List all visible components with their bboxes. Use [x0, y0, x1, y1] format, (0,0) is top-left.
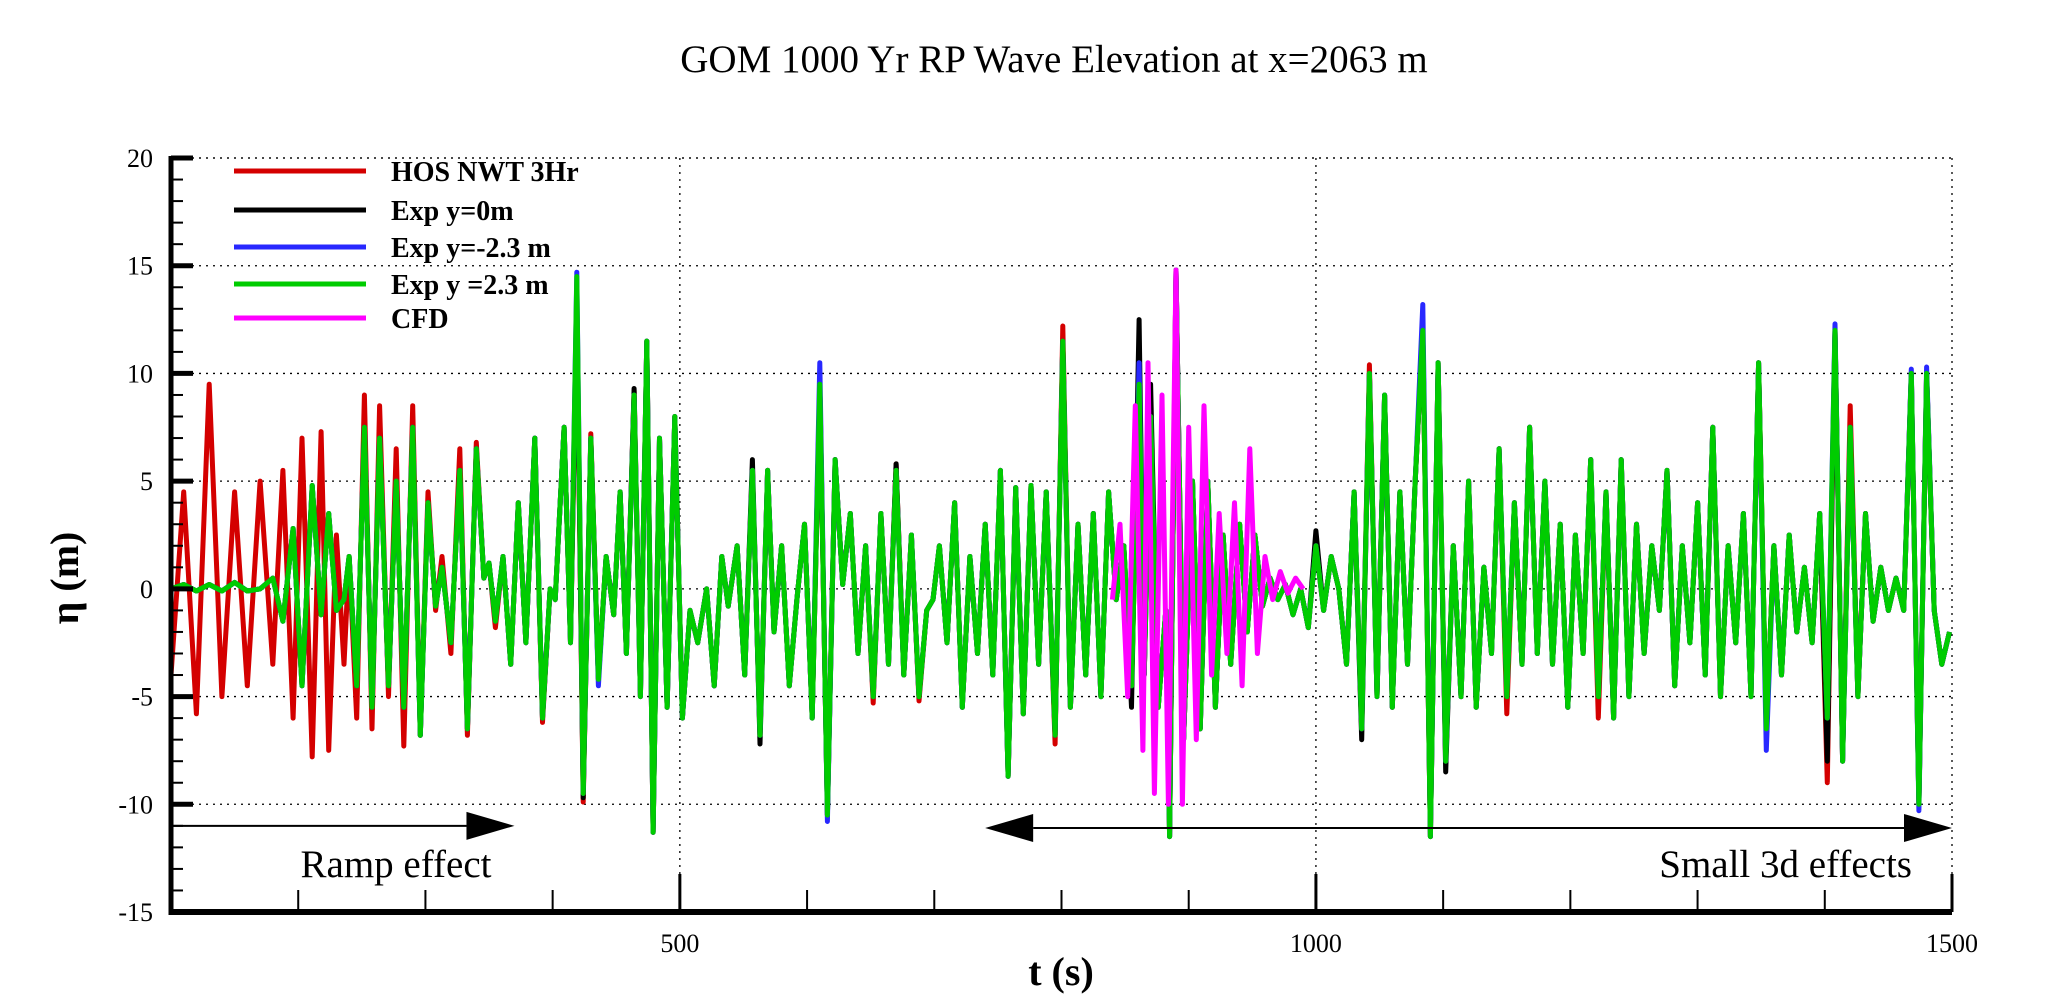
legend-label: Exp y=0m [391, 196, 514, 227]
arrowhead-right-icon [1904, 813, 1952, 842]
x-tick-label: 1000 [1290, 929, 1342, 958]
arrowhead-left-icon [985, 813, 1034, 842]
annotation-ramp-effect: Ramp effect [301, 843, 492, 886]
x-tick-label: 500 [660, 929, 699, 958]
legend-label: CFD [391, 304, 449, 335]
annotations: Ramp effect Small 3d effects [171, 811, 1952, 886]
y-tick-label: 0 [140, 575, 153, 604]
series-line-exp-y-2-3-m [171, 267, 1952, 840]
y-tick-label: -10 [118, 790, 153, 819]
legend-label: HOS NWT 3Hr [391, 157, 579, 188]
legend-label: Exp y=-2.3 m [391, 233, 551, 264]
y-tick-label: -15 [118, 898, 153, 927]
plot-area [171, 267, 1952, 840]
y-tick-label: 20 [127, 144, 153, 173]
legend: HOS NWT 3Hr Exp y=0m Exp y=-2.3 m Exp y =2.… [234, 157, 579, 335]
y-tick-label: 5 [140, 467, 153, 496]
axes [168, 155, 1954, 915]
arrowhead-right-icon [466, 811, 515, 840]
legend-label: Exp y =2.3 m [391, 270, 549, 301]
tick-labels: -15 -10 -5 0 5 10 15 20 500 1000 1500 [118, 144, 1978, 958]
y-tick-label: -5 [131, 683, 153, 712]
x-tick-label: 1500 [1926, 929, 1978, 958]
chart-title: GOM 1000 Yr RP Wave Elevation at x=2063 … [680, 38, 1428, 81]
series-line-cfd [1109, 267, 1306, 807]
y-axis-label: η (m) [42, 532, 87, 625]
y-tick-label: 10 [127, 359, 153, 388]
x-axis-label: t (s) [1028, 949, 1094, 994]
annotation-small-3d-effects: Small 3d effects [1659, 843, 1912, 886]
y-tick-label: 15 [127, 252, 153, 281]
